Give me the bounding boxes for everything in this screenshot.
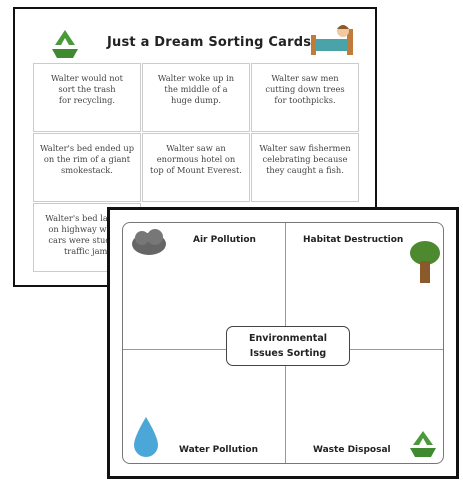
card-text: Walter saw fishermen — [259, 143, 351, 153]
sorting-mat: Air Pollution Habitat Destruction Water … — [107, 207, 459, 479]
card-text: cutting down trees — [265, 84, 345, 94]
sorting-card: Walter woke up in the middle of a huge dum… — [142, 63, 250, 132]
mat-title: Environmental — [249, 333, 327, 344]
sorting-card: Walter would not sort the trash for recycl… — [33, 63, 141, 132]
mat-frame: Air Pollution Habitat Destruction Water … — [122, 222, 444, 464]
mat-title-box: Environmental Issues Sorting — [226, 326, 350, 366]
sheet-title: Just a Dream Sorting Cards — [107, 35, 312, 50]
sorting-card: Walter's bed ended up on the rim of a gia… — [33, 133, 141, 202]
card-text: traffic jam. — [63, 246, 111, 256]
tree-icon — [410, 241, 440, 283]
recycle-icon — [410, 431, 436, 457]
water-drop-icon — [134, 417, 158, 457]
quadrant-label: Waste Disposal — [313, 445, 391, 455]
card-text: Walter saw men — [271, 73, 339, 83]
card-text: on the rim of a giant — [43, 154, 131, 164]
card-text: Walter saw an — [166, 143, 226, 153]
card-text: enormous hotel on — [156, 154, 236, 164]
card-text: celebrating because — [262, 154, 348, 164]
sorting-card: Walter saw an enormous hotel on top of Mou… — [142, 133, 250, 202]
card-text: Walter's bed landed — [45, 213, 129, 223]
card-text: top of Mount Everest. — [150, 165, 242, 175]
quadrant-label: Habitat Destruction — [303, 235, 404, 245]
mat-title: Issues Sorting — [249, 348, 327, 359]
card-text: smokestack. — [61, 165, 113, 175]
bed-icon — [311, 25, 353, 55]
sorting-card: Walter saw men cutting down trees for toot… — [251, 63, 359, 132]
card-text: cars were stuck in — [48, 235, 126, 245]
sorting-card: Walter saw fishermen celebrating because t… — [251, 133, 359, 202]
cloud-icon — [132, 229, 166, 255]
card-text: Walter's bed ended up — [39, 143, 135, 153]
quadrant-label: Air Pollution — [193, 235, 256, 245]
recycle-icon — [52, 30, 78, 58]
card-text: huge dump. — [170, 95, 222, 105]
quadrant-label: Water Pollution — [179, 445, 258, 455]
card-text: for toothpicks. — [274, 95, 336, 105]
card-text: Walter would not — [51, 73, 123, 83]
card-text: sort the trash — [58, 84, 116, 94]
card-text: the middle of a — [164, 84, 228, 94]
card-text: Walter woke up in — [157, 73, 235, 83]
card-text: on highway where — [48, 224, 126, 234]
card-text: for recycling. — [58, 95, 116, 105]
card-text: they caught a fish. — [266, 165, 344, 175]
